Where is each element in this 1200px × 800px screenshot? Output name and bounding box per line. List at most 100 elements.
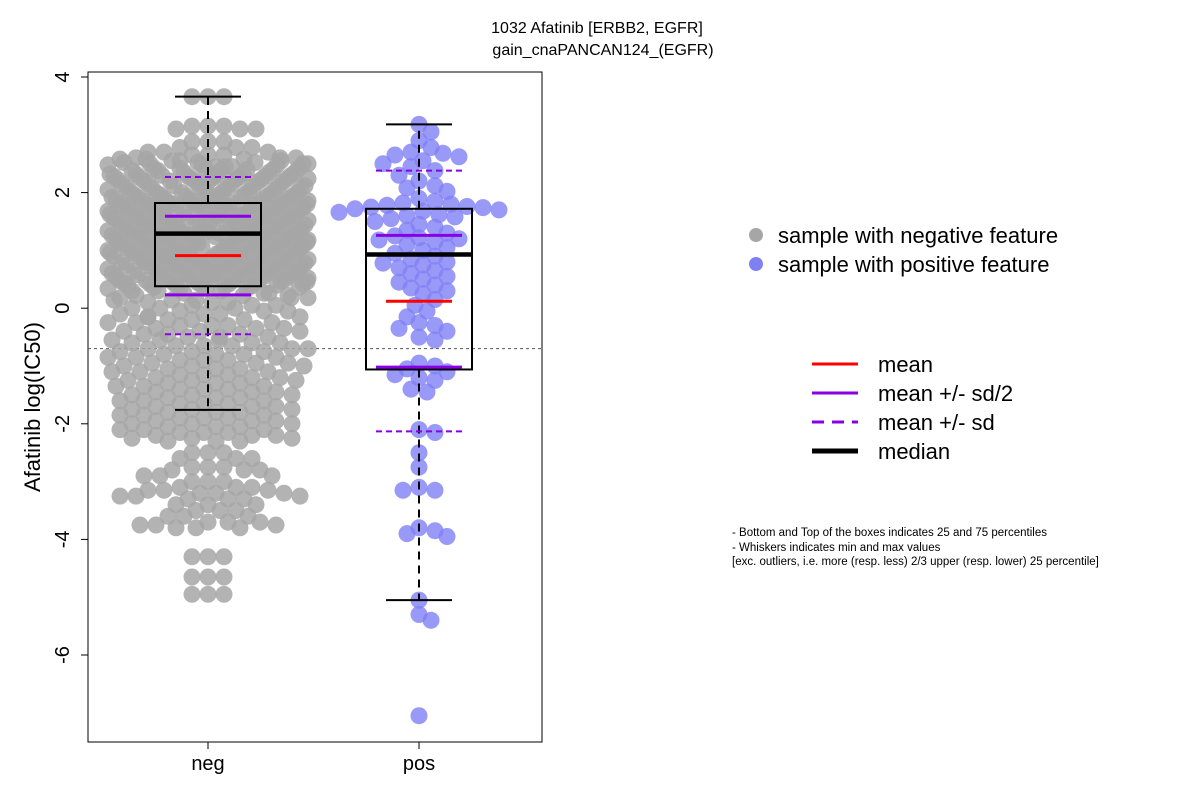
point-negative xyxy=(279,354,297,372)
point-negative xyxy=(193,238,211,256)
point-positive xyxy=(366,213,384,230)
point-negative xyxy=(111,305,129,323)
point-negative xyxy=(183,343,201,361)
point-positive xyxy=(446,208,464,226)
point-negative xyxy=(291,322,309,340)
point-negative xyxy=(199,458,217,476)
point-negative xyxy=(267,398,285,415)
legend-label-sd: mean +/- sd xyxy=(878,410,995,435)
point-positive xyxy=(438,267,456,285)
point-positive xyxy=(402,380,420,398)
point-positive xyxy=(426,192,444,210)
y-tick-label: -2 xyxy=(52,415,74,433)
point-positive xyxy=(426,331,444,349)
point-negative xyxy=(283,429,301,447)
point-negative xyxy=(199,585,217,603)
iqr-box xyxy=(154,202,262,288)
point-negative xyxy=(295,357,313,375)
point-negative xyxy=(187,519,205,537)
point-positive xyxy=(398,179,416,197)
point-negative xyxy=(111,406,129,424)
point-negative xyxy=(231,120,249,138)
point-positive xyxy=(422,611,440,629)
point-positive xyxy=(382,210,400,228)
legend-lines: mean mean +/- sd/2 mean +/- sd median xyxy=(812,352,1013,464)
x-tick-label: neg xyxy=(191,753,224,775)
point-negative xyxy=(226,299,244,317)
point-positive xyxy=(450,148,468,166)
point-positive xyxy=(418,383,436,401)
point-negative xyxy=(183,415,201,433)
point-negative xyxy=(231,519,249,537)
point-positive xyxy=(438,322,456,340)
point-negative xyxy=(283,340,301,358)
box-pos xyxy=(365,123,473,602)
point-negative xyxy=(219,395,237,413)
point-negative xyxy=(282,289,300,307)
point-positive xyxy=(410,444,428,462)
point-positive xyxy=(434,144,452,162)
legend-label-negative: sample with negative feature xyxy=(778,223,1058,248)
point-negative xyxy=(283,386,301,404)
point-positive xyxy=(438,182,456,200)
point-negative xyxy=(159,432,177,450)
point-negative xyxy=(291,487,309,505)
point-negative xyxy=(247,319,265,337)
point-negative xyxy=(135,325,153,343)
note-line-2: - Whiskers indicates min and max values xyxy=(732,542,941,554)
point-negative xyxy=(267,516,285,534)
point-negative xyxy=(139,340,157,358)
point-positive xyxy=(410,314,428,332)
point-negative xyxy=(167,337,185,355)
point-positive xyxy=(474,199,492,217)
legend-marker-negative xyxy=(749,228,763,242)
y-tick-label: 0 xyxy=(52,303,74,314)
point-positive xyxy=(426,424,444,441)
point-positive xyxy=(398,207,416,225)
notes: - Bottom and Top of the boxes indicates … xyxy=(732,527,1099,568)
point-negative xyxy=(183,548,201,566)
point-negative xyxy=(283,400,301,418)
point-negative xyxy=(127,348,145,366)
chart-title-line-1: 1032 Afatinib [ERBB2, EGFR] xyxy=(491,20,703,37)
point-negative xyxy=(215,548,233,566)
point-positive xyxy=(438,239,456,256)
point-negative xyxy=(199,568,217,586)
point-negative xyxy=(111,487,129,505)
point-positive xyxy=(422,123,440,141)
point-positive xyxy=(398,525,416,543)
point-negative xyxy=(155,481,173,499)
point-negative xyxy=(197,280,215,297)
point-positive xyxy=(426,162,444,180)
point-negative xyxy=(291,308,309,326)
point-negative xyxy=(171,302,189,320)
point-positive xyxy=(438,282,456,300)
point-negative xyxy=(259,481,277,499)
point-positive xyxy=(390,166,408,184)
legend-label-positive: sample with positive feature xyxy=(778,252,1049,277)
y-axis-label: Afatinib log(IC50) xyxy=(20,322,45,492)
y-tick-label: -4 xyxy=(52,531,74,549)
point-negative xyxy=(223,337,241,355)
point-negative xyxy=(210,331,228,349)
point-negative xyxy=(131,363,149,381)
point-negative xyxy=(263,467,281,485)
point-negative xyxy=(219,409,237,427)
box-layer xyxy=(154,95,473,602)
legend-marker-positive xyxy=(749,257,763,271)
point-positive xyxy=(374,155,392,173)
point-negative xyxy=(267,426,285,444)
point-negative xyxy=(267,412,285,430)
point-negative xyxy=(219,380,237,398)
point-negative xyxy=(131,516,149,534)
y-tick-label: 4 xyxy=(52,71,74,82)
point-negative xyxy=(111,392,129,410)
point-negative xyxy=(235,345,253,363)
chart-title-line-2: gain_cnaPANCAN124_(EGFR) xyxy=(492,42,713,59)
point-negative xyxy=(99,314,117,332)
point-negative xyxy=(143,354,161,372)
point-negative xyxy=(183,386,201,404)
point-positive xyxy=(346,200,364,218)
point-negative xyxy=(127,487,145,505)
